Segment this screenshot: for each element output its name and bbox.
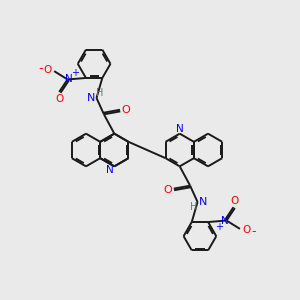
Text: N: N (106, 165, 114, 175)
Text: +: + (71, 68, 79, 78)
Text: O: O (55, 94, 63, 104)
Text: N: N (221, 216, 229, 226)
Text: +: + (215, 222, 223, 232)
Text: -: - (38, 62, 43, 75)
Text: O: O (242, 225, 250, 236)
Text: O: O (122, 105, 130, 115)
Text: N: N (199, 197, 207, 207)
Text: H: H (190, 202, 198, 212)
Text: N: N (87, 93, 95, 103)
Text: N: N (176, 124, 184, 134)
Text: H: H (96, 88, 104, 98)
Text: N: N (65, 74, 73, 84)
Text: -: - (251, 225, 256, 238)
Text: O: O (44, 64, 52, 75)
Text: O: O (164, 185, 172, 195)
Text: O: O (231, 196, 239, 206)
